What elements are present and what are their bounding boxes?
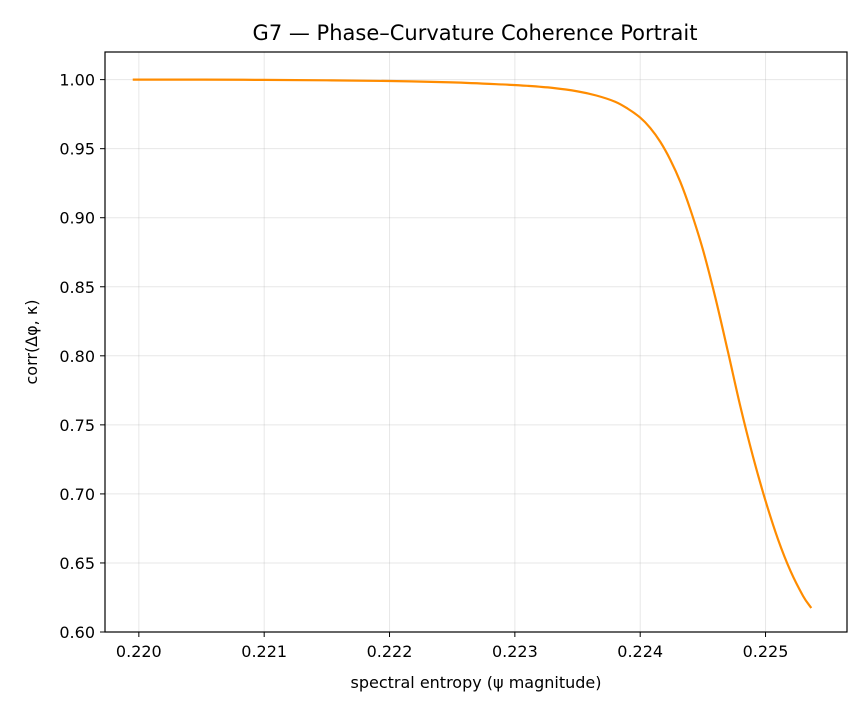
series-layer <box>132 78 813 609</box>
x-tick-label: 0.224 <box>617 642 663 661</box>
series-line <box>132 78 813 609</box>
y-tick-label: 0.60 <box>59 623 95 642</box>
y-tick-label: 0.75 <box>59 416 95 435</box>
x-tick-label: 0.223 <box>492 642 538 661</box>
y-tick-label: 0.95 <box>59 140 95 159</box>
y-tick-label: 0.80 <box>59 347 95 366</box>
y-tick-label: 1.00 <box>59 71 95 90</box>
x-axis: 0.220 0.221 0.222 0.223 0.224 0.225 <box>116 632 789 661</box>
x-tick-label: 0.221 <box>241 642 287 661</box>
chart-title: G7 — Phase–Curvature Coherence Portrait <box>253 21 698 45</box>
y-tick-label: 0.85 <box>59 278 95 297</box>
x-axis-label: spectral entropy (ψ magnitude) <box>351 673 602 692</box>
x-tick-label: 0.220 <box>116 642 162 661</box>
x-tick-label: 0.222 <box>367 642 413 661</box>
y-tick-label: 0.65 <box>59 554 95 573</box>
grid <box>105 52 847 633</box>
y-axis-label: corr(Δφ, κ) <box>22 299 41 384</box>
y-tick-label: 0.90 <box>59 209 95 228</box>
y-axis: 0.60 0.65 0.70 0.75 0.80 0.85 0.90 0.95 1.00 <box>59 71 105 642</box>
axes-frame <box>104 51 848 633</box>
y-tick-label: 0.70 <box>59 485 95 504</box>
x-tick-label: 0.225 <box>743 642 789 661</box>
